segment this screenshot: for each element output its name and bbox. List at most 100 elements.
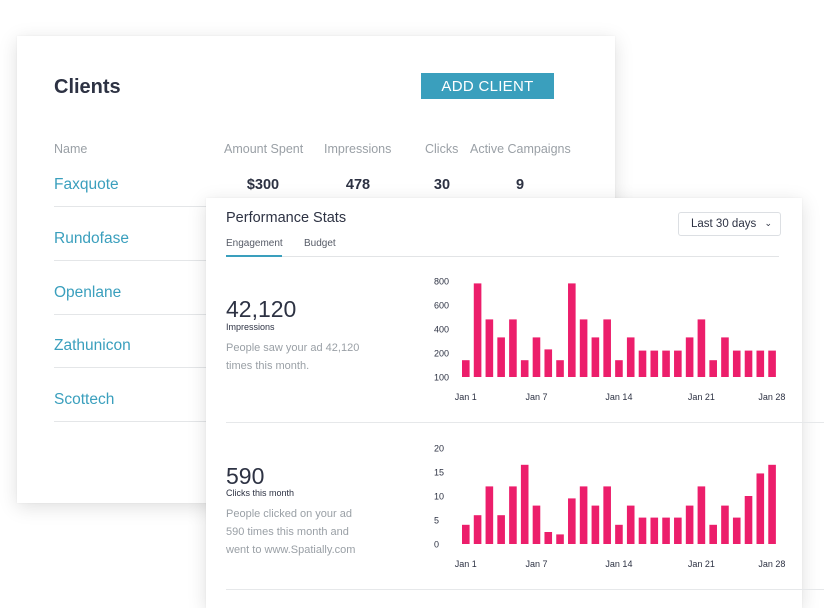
client-clicks: 30 [433,177,451,193]
chart-bar [768,464,776,544]
chart-bar [709,524,717,544]
tab-budget[interactable]: Budget [304,238,336,249]
client-amount-spent: $300 [246,177,280,193]
chart-bar [579,486,588,544]
y-tick-label: 15 [434,468,444,478]
y-tick-label: 200 [434,349,449,359]
chart-bar [709,360,717,377]
chart-bar [638,350,647,377]
date-range-select[interactable]: Last 30 days ⌄ [678,212,781,236]
chart-bar [544,349,553,377]
chart-bar [591,505,600,544]
client-row-name[interactable]: Faxquote [54,176,119,193]
tab-bar-divider [226,256,779,257]
chart-bar [556,360,564,377]
chart-bar [721,505,729,544]
chart-bar [591,337,600,377]
chart-bar [509,319,517,377]
clicks-label: Clicks this month [226,488,295,498]
chart-bar [732,517,741,544]
chart-bar [697,486,706,544]
chart-bar [462,360,470,377]
y-tick-label: 600 [434,301,449,311]
chart-bar [556,534,564,544]
chart-bar [626,337,635,377]
x-tick-label: Jan 1 [455,392,477,402]
row-divider [54,260,274,261]
chart-bar [756,350,765,377]
chart-bar [497,515,505,544]
tab-engagement[interactable]: Engagement [226,238,283,249]
chart-bar [721,337,729,377]
clients-title: Clients [54,76,121,98]
column-header-name[interactable]: Name [54,142,88,156]
chart-bar [626,505,635,544]
chart-bar [615,360,623,377]
clicks-chart: 0 5 10 15 20 Jan 1 Jan 7 Jan 14 Jan 21 Jan 28 [434,444,785,570]
chart-bar [697,319,706,377]
chart-bar [603,319,611,377]
chart-bar [520,464,529,544]
client-row-name[interactable]: Scottech [54,391,115,408]
chart-bar [662,350,670,377]
chart-bar [462,524,470,544]
x-tick-label: Jan 7 [525,559,547,569]
clicks-value: 590 [226,463,265,489]
column-header-clicks[interactable]: Clicks [425,142,459,156]
row-divider [54,421,274,422]
chart-bar [685,505,694,544]
chart-bar [674,517,682,544]
y-tick-label: 5 [434,516,439,526]
chart-bar [674,350,682,377]
chart-bar [568,283,576,377]
chart-bar [744,496,753,544]
clicks-description-line: went to www.Spatially.com [226,544,356,556]
y-tick-label: 800 [434,277,449,287]
active-tab-indicator [226,255,282,257]
chart-bar [532,505,541,544]
chart-bar [497,337,505,377]
column-header-impressions[interactable]: Impressions [324,142,392,156]
chart-bar [768,350,776,377]
chart-bar [568,498,576,544]
chart-bar [579,319,588,377]
x-tick-label: Jan 14 [605,559,632,569]
x-tick-label: Jan 28 [758,392,785,402]
chart-bar [473,283,482,377]
column-header-amount-spent[interactable]: Amount Spent [224,142,304,156]
x-tick-label: Jan 28 [758,559,785,569]
y-tick-label: 10 [434,492,444,502]
chart-bar [532,337,541,377]
impressions-value: 42,120 [226,296,297,322]
chart-bar [744,350,753,377]
clicks-description: People clicked on your ad 590 times this… [226,505,376,559]
add-client-button[interactable]: ADD CLIENT [421,73,554,99]
column-header-active-campaigns[interactable]: Active Campaigns [470,142,571,156]
chart-bar [520,360,529,377]
y-tick-label: 0 [434,540,439,550]
row-divider [54,367,274,368]
chart-bar [485,486,494,544]
row-divider [54,314,274,315]
chart-bar [685,337,694,377]
performance-title: Performance Stats [226,210,347,226]
x-tick-label: Jan 21 [688,559,715,569]
x-tick-label: Jan 21 [688,392,715,402]
client-row-name[interactable]: Rundofase [54,230,129,247]
client-active-campaigns: 9 [515,177,525,193]
client-row-name[interactable]: Openlane [54,284,122,301]
client-impressions: 478 [345,177,371,193]
row-divider [54,206,274,207]
chart-bar [732,350,741,377]
x-tick-label: Jan 7 [525,392,547,402]
section-divider [226,589,824,590]
x-tick-label: Jan 14 [605,392,632,402]
chart-bar [485,319,494,377]
impressions-chart: 100 200 400 600 800 Jan 1 Jan 7 Jan 14 Jan 21 Jan… [434,277,785,403]
chart-bar [473,515,482,544]
client-row-name[interactable]: Zathunicon [54,337,131,354]
chart-bar [509,486,517,544]
x-tick-label: Jan 1 [455,559,477,569]
chart-bar [650,517,659,544]
chart-bar [544,532,553,544]
